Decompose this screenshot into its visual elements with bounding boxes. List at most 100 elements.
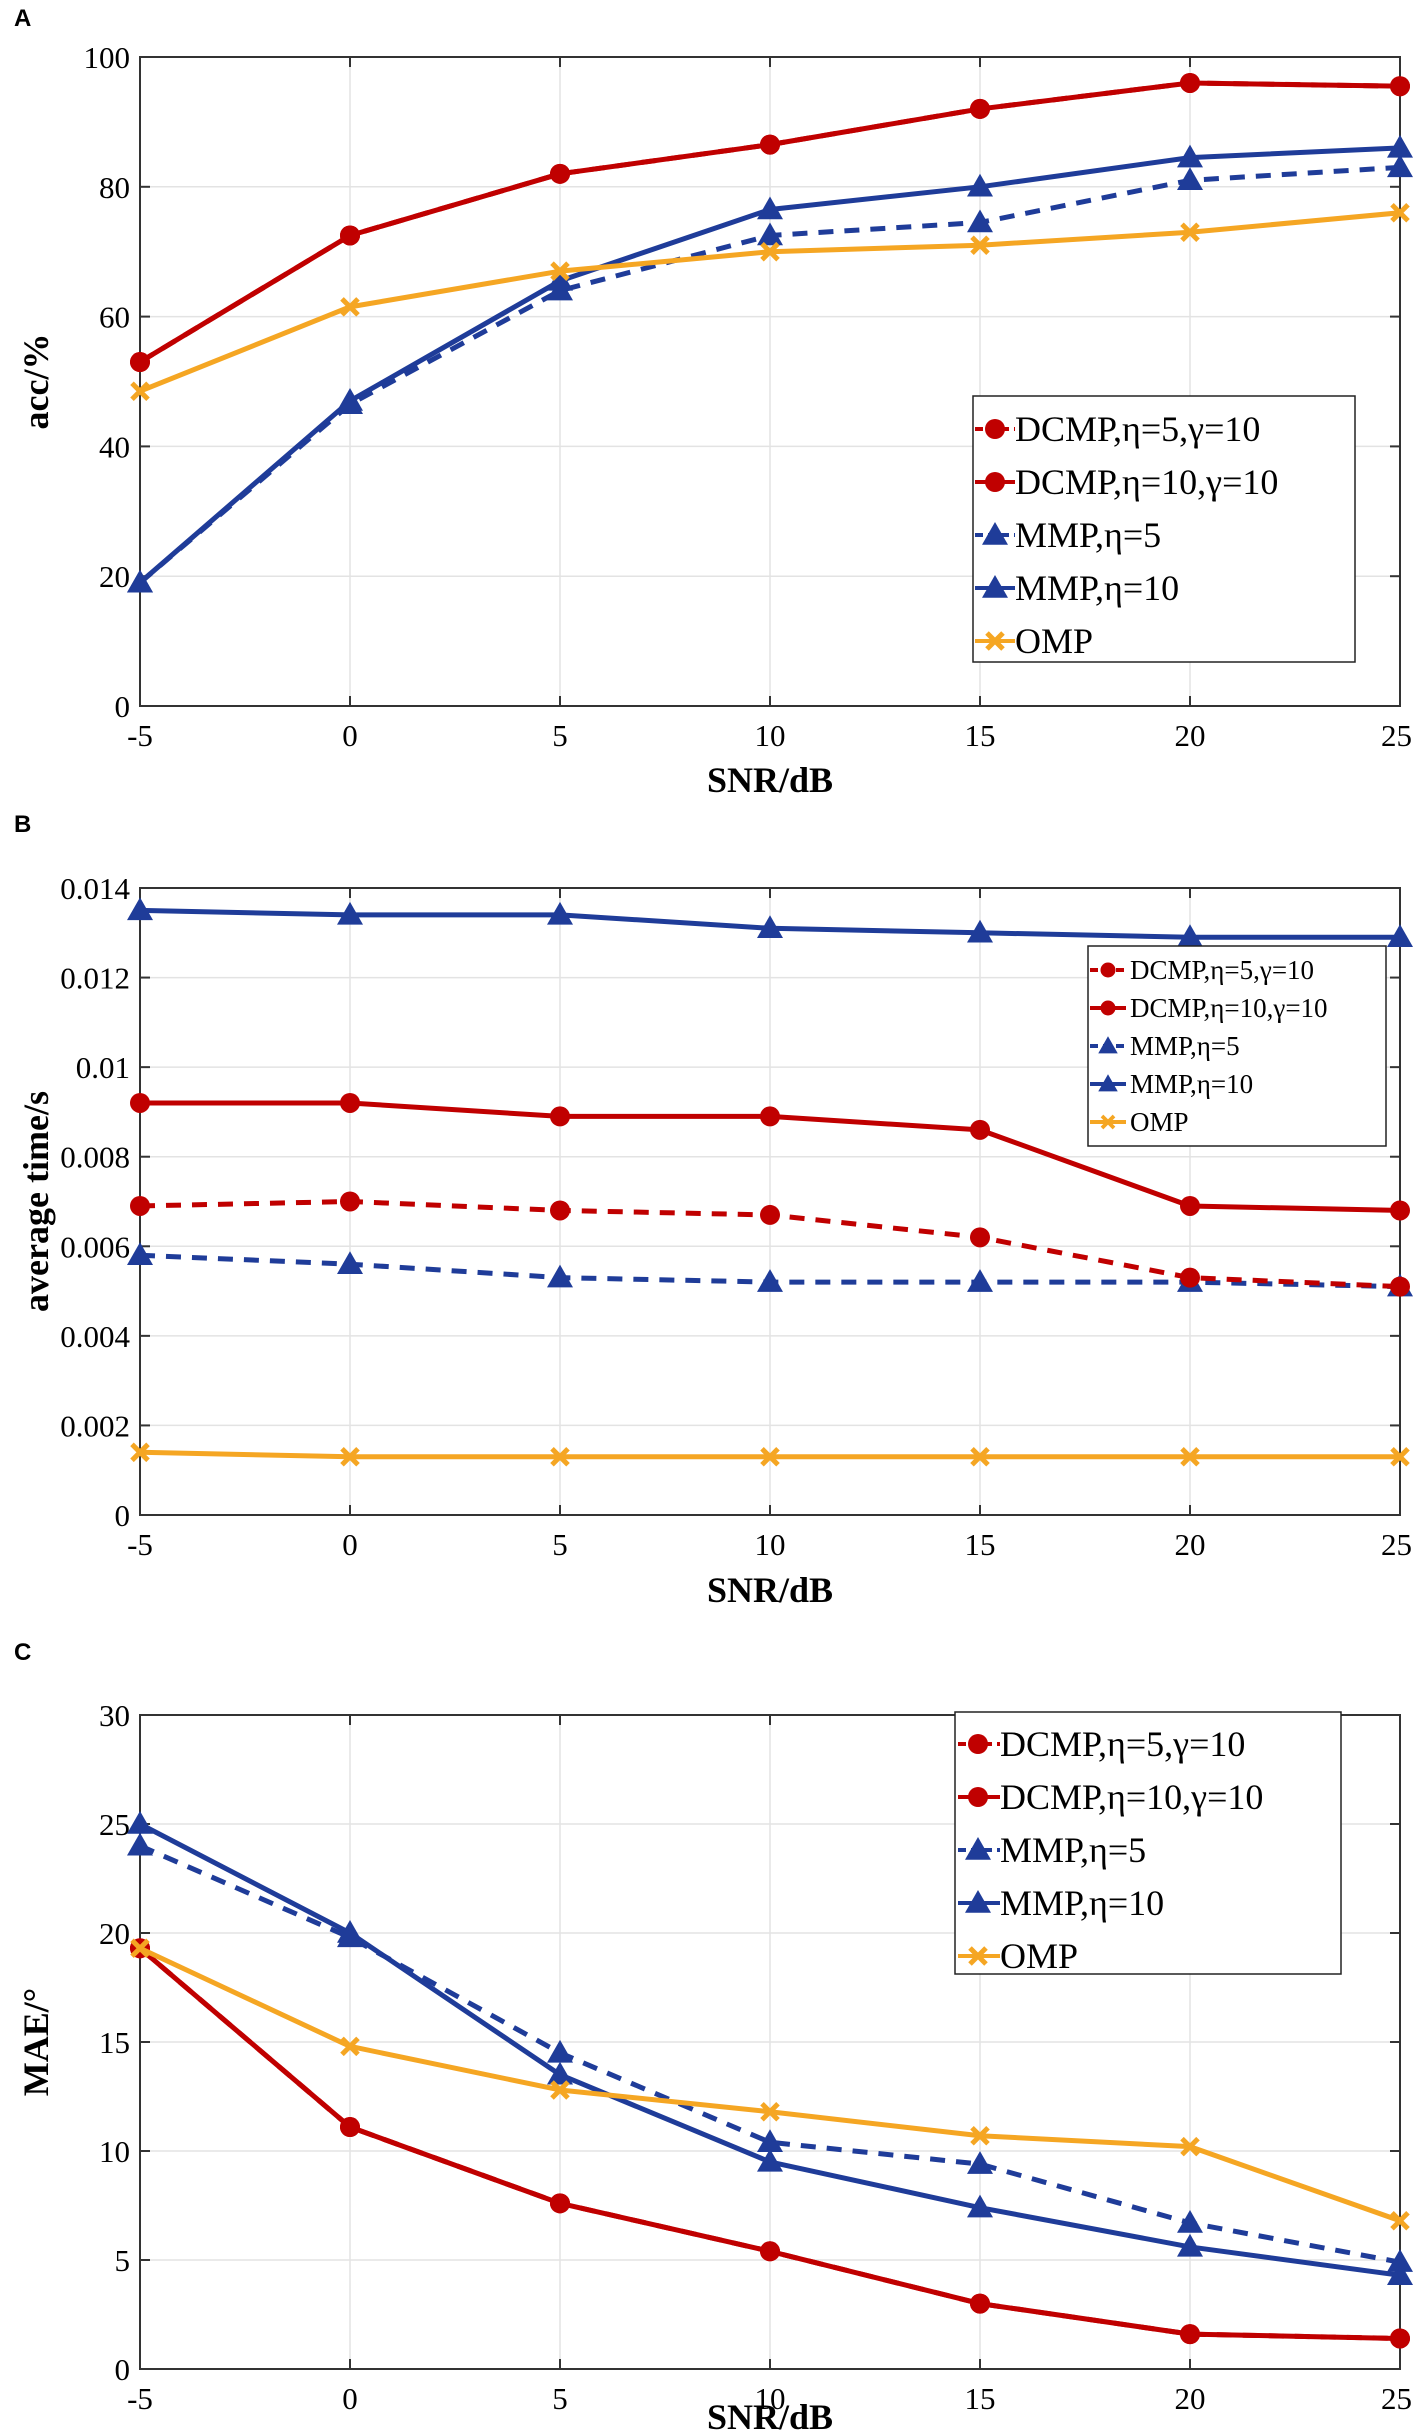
data-point <box>130 1092 150 1113</box>
x-tick-label: 25 <box>1381 1527 1412 1562</box>
data-point <box>757 2148 783 2172</box>
series-4 <box>127 897 1413 948</box>
data-point <box>1390 76 1410 97</box>
data-point <box>550 2193 570 2214</box>
data-point <box>967 2151 993 2174</box>
data-point <box>337 901 363 925</box>
data-point <box>1387 2249 1413 2272</box>
data-point <box>340 1092 360 1113</box>
x-tick-label: 10 <box>755 718 786 753</box>
x-tick-label: 10 <box>755 1527 786 1562</box>
data-point <box>1387 924 1413 948</box>
data-point <box>550 261 570 281</box>
data-point <box>970 1119 990 1140</box>
x-tick-label: 5 <box>552 718 568 753</box>
y-tick-label: 25 <box>99 1807 130 1842</box>
data-point <box>1177 924 1203 948</box>
legend-swatch-marker <box>968 1787 988 1807</box>
legend: DCMP,η=5,γ=10 DCMP,η=10,γ=10 MMP,η=5 MMP,η=… <box>972 395 1356 663</box>
data-point <box>1390 2328 1410 2349</box>
legend-label: MMP,η=5 <box>1015 515 1161 555</box>
legend-swatch-marker <box>965 1837 991 1860</box>
data-point <box>337 1251 363 1274</box>
y-tick-label: 0.012 <box>60 961 130 996</box>
data-point <box>970 98 990 119</box>
series-2 <box>130 1938 1410 2349</box>
legend-item: DCMP,η=5,γ=10 <box>1090 955 1314 985</box>
panel-label: B <box>14 811 31 838</box>
data-point <box>1390 1447 1410 1467</box>
data-point <box>757 222 783 246</box>
y-tick-label: 40 <box>99 429 130 464</box>
data-point <box>340 1191 360 1212</box>
data-point <box>970 1227 990 1248</box>
y-tick-label: 100 <box>84 40 131 75</box>
legend-swatch-marker <box>1098 1074 1118 1092</box>
x-tick-label: 25 <box>1381 2381 1412 2416</box>
legend-label: DCMP,η=10,γ=10 <box>1130 993 1328 1023</box>
data-point <box>127 1242 153 1265</box>
legend-item: MMP,η=5 <box>1090 1031 1240 1061</box>
legend-swatch-marker <box>965 1890 991 1913</box>
y-tick-label: 0.014 <box>60 871 130 906</box>
data-point <box>130 1195 150 1216</box>
data-point <box>1390 1276 1410 1297</box>
x-axis-title: SNR/dB <box>707 1570 833 1610</box>
x-axis-title: SNR/dB <box>707 2397 833 2432</box>
series-4 <box>127 1811 1413 2286</box>
data-point <box>970 235 990 255</box>
x-tick-label: -5 <box>127 718 153 753</box>
legend-label: MMP,η=5 <box>1000 1830 1146 1870</box>
series-2 <box>130 72 1410 373</box>
data-point <box>1177 167 1203 191</box>
data-point <box>760 2241 780 2262</box>
data-point <box>337 1920 363 1943</box>
legend-item: MMP,η=10 <box>958 1883 1164 1923</box>
legend-label: MMP,η=10 <box>1130 1069 1253 1099</box>
series-5 <box>130 1938 1410 2231</box>
x-tick-label: 0 <box>342 1527 358 1562</box>
y-tick-label: 20 <box>99 1916 130 1951</box>
data-point <box>970 1447 990 1467</box>
y-tick-label: 0.01 <box>76 1050 130 1085</box>
data-point <box>1390 1200 1410 1221</box>
data-point <box>1177 144 1203 168</box>
y-tick-label: 0.008 <box>60 1140 130 1175</box>
legend-label: OMP <box>1130 1107 1189 1137</box>
legend-swatch-marker <box>982 522 1008 545</box>
legend-label: DCMP,η=5,γ=10 <box>1015 409 1260 449</box>
legend-label: OMP <box>1000 1936 1078 1976</box>
legend: DCMP,η=5,γ=10 DCMP,η=10,γ=10 MMP,η=5 MMP,η=… <box>954 1711 1342 1976</box>
legend-swatch-marker <box>985 419 1005 439</box>
y-axis-title: acc/% <box>16 334 56 430</box>
series-1 <box>130 1191 1410 1297</box>
legend-item: MMP,η=5 <box>975 515 1161 555</box>
x-tick-label: 25 <box>1381 718 1412 753</box>
legend-box <box>1087 945 1387 1147</box>
data-point <box>970 2293 990 2314</box>
x-tick-label: 5 <box>552 2381 568 2416</box>
legend-label: DCMP,η=5,γ=10 <box>1130 955 1314 985</box>
legend-item: DCMP,η=5,γ=10 <box>975 409 1260 449</box>
legend-label: MMP,η=5 <box>1130 1031 1240 1061</box>
x-tick-label: 5 <box>552 1527 568 1562</box>
data-point <box>547 2061 573 2085</box>
legend-item: DCMP,η=10,γ=10 <box>975 462 1278 502</box>
data-point <box>760 1204 780 1225</box>
data-point <box>967 919 993 943</box>
legend-swatch-marker <box>1100 1000 1116 1016</box>
data-point <box>1180 72 1200 93</box>
data-point <box>760 1106 780 1127</box>
series-5 <box>130 1442 1410 1467</box>
data-point <box>967 2194 993 2218</box>
data-point <box>1180 222 1200 242</box>
x-tick-label: 20 <box>1175 1527 1206 1562</box>
data-point <box>1180 2324 1200 2345</box>
data-point <box>757 2129 783 2153</box>
y-tick-label: 0.004 <box>60 1319 130 1354</box>
data-point <box>760 2101 780 2122</box>
x-tick-label: -5 <box>127 2381 153 2416</box>
data-point <box>547 267 573 291</box>
